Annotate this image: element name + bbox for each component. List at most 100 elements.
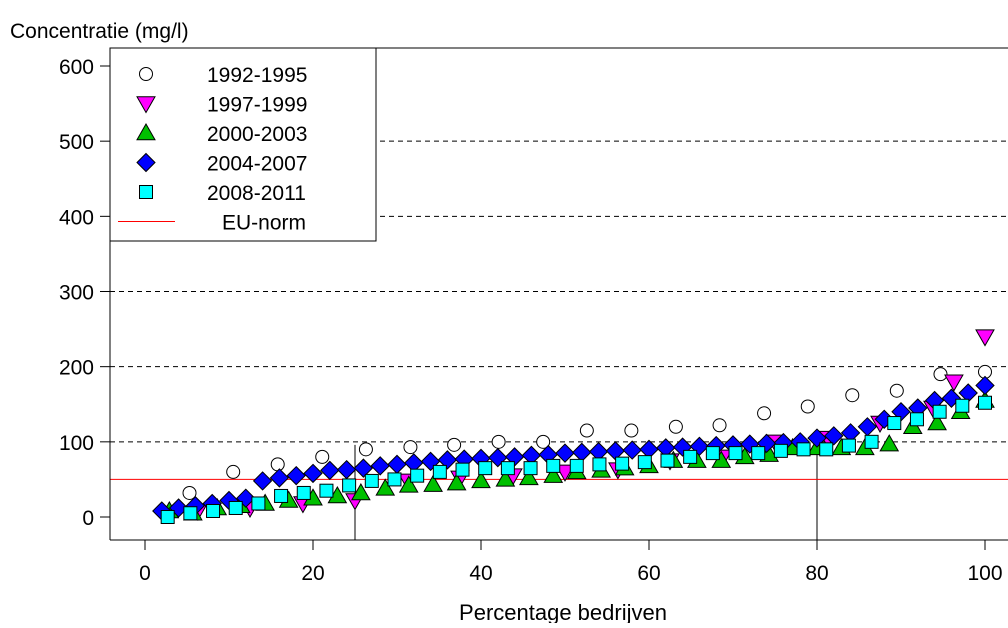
point-2008-2011-8 (342, 478, 357, 493)
point-2008-2011-26 (751, 446, 766, 461)
point-1992-1995-1 (226, 464, 241, 479)
point-1992-1995-2 (270, 457, 285, 472)
legend-marker-1992-1995 (139, 67, 153, 81)
point-2008-2011-10 (387, 472, 402, 487)
point-2008-2011-14 (478, 461, 493, 476)
point-2000-2003-12 (446, 473, 467, 491)
point-1992-1995-7 (491, 434, 506, 449)
point-2008-2011-18 (569, 458, 584, 473)
point-2008-2011-31 (864, 434, 879, 449)
point-2004-2007-40 (824, 426, 844, 446)
point-2004-2007-6 (252, 471, 273, 491)
point-2008-2011-11 (410, 468, 425, 483)
y-tick-label-200: 200 (59, 357, 94, 380)
point-2008-2011-7 (319, 483, 334, 498)
x-tick-label-100: 100 (967, 562, 1002, 585)
point-1992-1995-6 (447, 437, 462, 452)
point-1992-1995-12 (712, 418, 727, 433)
x-tick-label-80: 80 (805, 562, 828, 585)
y-tick-label-500: 500 (59, 131, 94, 154)
point-2004-2007-7 (269, 468, 290, 488)
point-2008-2011-9 (364, 473, 379, 488)
point-2008-2011-32 (887, 416, 902, 431)
legend-box (109, 47, 377, 242)
legend-label-1997-1999: 1997-1999 (207, 94, 307, 117)
grid-layer (110, 140, 1008, 443)
x-tick-label-0: 0 (139, 562, 151, 585)
point-2008-2011-35 (955, 398, 970, 413)
legend-label-1992-1995: 1992-1995 (207, 64, 307, 87)
point-1997-1999-16 (944, 374, 964, 392)
point-2000-2003-16 (543, 465, 564, 483)
point-2000-2003-13 (471, 470, 491, 489)
point-2008-2011-13 (455, 462, 470, 477)
point-1992-1995-11 (668, 419, 683, 434)
legend-label-2004-2007: 2004-2007 (207, 153, 307, 176)
point-1992-1995-5 (403, 440, 418, 455)
point-2008-2011-36 (978, 395, 992, 410)
legend: 1992-1995 1997-1999 2000-2003 2004-2007 2008… (109, 47, 377, 242)
x-axis-label: Percentage bedrijven (459, 600, 667, 623)
x-tick-label-60: 60 (637, 562, 660, 585)
point-2008-2011-12 (432, 464, 447, 479)
point-2000-2003-30 (879, 434, 900, 452)
point-1992-1995-14 (800, 399, 815, 414)
legend-marker-2008-2011 (139, 185, 153, 199)
point-2004-2007-17 (437, 450, 458, 470)
point-2008-2011-6 (296, 485, 311, 500)
y-tick-label-300: 300 (59, 282, 94, 305)
point-1992-1995-10 (624, 423, 639, 438)
point-2004-2007-28 (622, 440, 642, 460)
legend-label-2000-2003: 2000-2003 (207, 123, 307, 146)
point-2008-2011-1 (183, 506, 198, 521)
point-2008-2011-3 (228, 500, 243, 515)
point-2008-2011-25 (728, 446, 743, 461)
point-2004-2007-13 (370, 456, 390, 476)
point-2008-2011-24 (705, 446, 720, 461)
point-2004-2007-8 (286, 465, 306, 486)
point-2004-2007-14 (387, 454, 407, 475)
point-2000-2003-32 (927, 413, 947, 431)
point-2008-2011-4 (251, 496, 266, 511)
point-1997-1999-8 (555, 464, 575, 482)
point-2000-2003-8 (351, 482, 371, 501)
point-2004-2007-11 (336, 459, 357, 480)
point-2008-2011-29 (819, 442, 834, 457)
x-tick-label-40: 40 (469, 562, 492, 585)
y-tick-label-0: 0 (82, 507, 94, 530)
point-2008-2011-27 (773, 443, 788, 458)
points-layer (152, 329, 995, 524)
point-2004-2007-24 (555, 443, 575, 463)
point-2008-2011-30 (841, 438, 856, 453)
point-1992-1995-17 (933, 367, 948, 382)
point-2000-2003-9 (375, 478, 396, 496)
point-2008-2011-15 (500, 461, 515, 476)
legend-marker-2004-2007 (136, 152, 156, 173)
point-1992-1995-9 (579, 423, 594, 438)
point-2008-2011-2 (206, 503, 221, 518)
point-1992-1995-13 (757, 406, 772, 421)
legend-label-2008-2011: 2008-2011 (207, 182, 306, 205)
point-1992-1995-0 (182, 485, 197, 500)
point-1992-1995-3 (315, 449, 330, 464)
legend-marker-2000-2003 (136, 122, 156, 141)
x-tick-label-20: 20 (301, 562, 324, 585)
point-2008-2011-22 (660, 453, 675, 468)
legend-label-eu-norm: EU-norm (222, 212, 306, 235)
point-2000-2003-11 (423, 474, 443, 492)
point-2008-2011-21 (637, 455, 652, 470)
point-1992-1995-8 (536, 434, 551, 449)
point-2000-2003-15 (519, 467, 539, 486)
point-2004-2007-12 (353, 458, 374, 478)
point-2008-2011-23 (683, 449, 698, 464)
point-2004-2007-49 (975, 375, 995, 396)
point-2008-2011-20 (615, 456, 630, 471)
point-2000-2003-10 (398, 475, 419, 493)
point-2004-2007-25 (572, 442, 592, 463)
point-2004-2007-10 (320, 460, 340, 481)
point-1992-1995-15 (845, 388, 860, 403)
point-2008-2011-34 (932, 404, 947, 419)
point-1992-1995-4 (358, 442, 373, 457)
